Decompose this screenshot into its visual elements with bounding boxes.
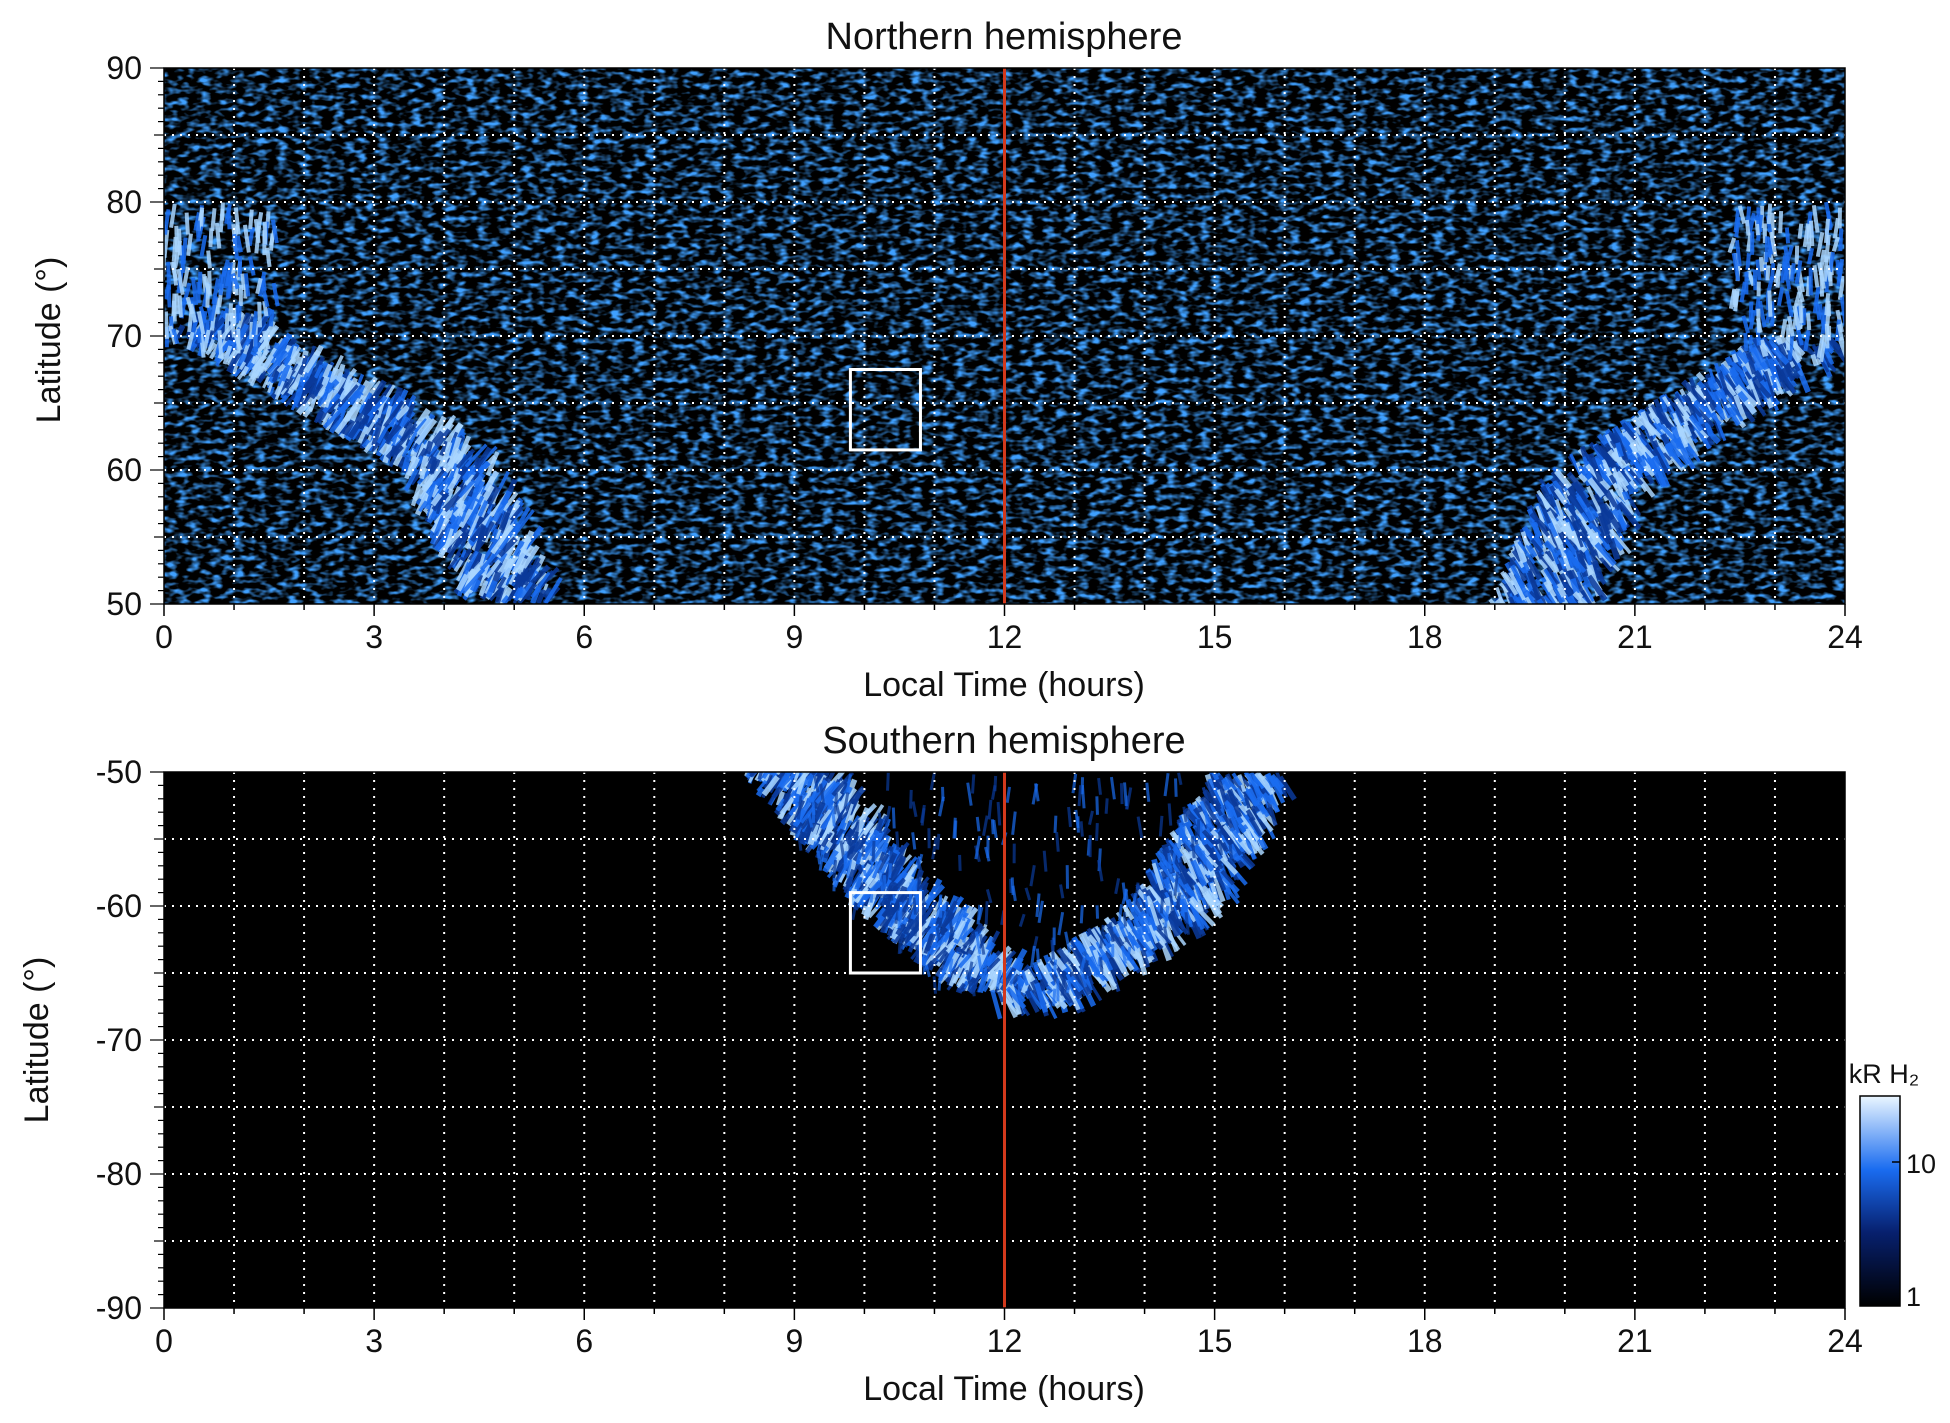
- north-ylabel: Latitude (°): [30, 257, 68, 424]
- colorbar-tick-label-1: 1: [1906, 1282, 1921, 1312]
- north-xtick-label: 21: [1617, 619, 1653, 655]
- south-xtick-label: 15: [1197, 1323, 1233, 1359]
- south-xtick-label: 0: [155, 1323, 173, 1359]
- south-axes: 0 3 6 9 12 15 18 21 24 -90 -80 -70 -60 -50: [96, 754, 1863, 1359]
- north-xlabel: Local Time (hours): [863, 666, 1145, 704]
- north-annotation-box: [848, 368, 922, 452]
- north-ytick-label: 60: [106, 452, 142, 488]
- north-xtick-label: 3: [365, 619, 383, 655]
- north-ytick-label: 50: [106, 586, 142, 622]
- panel-north: Northern hemisphere 0 3 6 9 12 15 18 21 24 50 60 70…: [30, 16, 1863, 704]
- south-xlabel: Local Time (hours): [863, 1370, 1145, 1408]
- south-xtick-label: 24: [1827, 1323, 1863, 1359]
- south-xtick-label: 6: [575, 1323, 593, 1359]
- south-xtick-label: 21: [1617, 1323, 1653, 1359]
- south-xtick-label: 18: [1407, 1323, 1443, 1359]
- south-xtick-label: 3: [365, 1323, 383, 1359]
- south-aurora-band: [744, 772, 1297, 1020]
- colorbar: kR H₂ 10 1: [1849, 1059, 1936, 1312]
- south-xtick-label: 9: [785, 1323, 803, 1359]
- north-xtick-label: 6: [575, 619, 593, 655]
- south-annotation-box: [848, 891, 922, 975]
- south-xtick-label: 12: [987, 1323, 1023, 1359]
- south-ytick-label: -60: [96, 888, 142, 924]
- colorbar-gradient: [1859, 1095, 1901, 1307]
- south-ytick-label: -70: [96, 1022, 142, 1058]
- panel-south: Southern hemisphere 0 3 6 9 12 15 18 21 24 -90 -80…: [18, 720, 1863, 1408]
- south-ytick-label: -80: [96, 1156, 142, 1192]
- north-xtick-label: 15: [1197, 619, 1233, 655]
- south-ytick-label: -90: [96, 1290, 142, 1326]
- north-ytick-label: 70: [106, 318, 142, 354]
- north-xtick-label: 12: [987, 619, 1023, 655]
- south-title: Southern hemisphere: [822, 720, 1185, 762]
- north-xtick-label: 9: [785, 619, 803, 655]
- north-xtick-label: 18: [1407, 619, 1443, 655]
- north-ytick-label: 80: [106, 184, 142, 220]
- north-ytick-label: 90: [106, 50, 142, 86]
- north-xtick-label: 0: [155, 619, 173, 655]
- north-title: Northern hemisphere: [826, 16, 1183, 58]
- colorbar-label: kR H₂: [1849, 1059, 1919, 1089]
- north-xtick-label: 24: [1827, 619, 1863, 655]
- south-ytick-label: -50: [96, 754, 142, 790]
- colorbar-tick-label-10: 10: [1906, 1149, 1936, 1179]
- north-axes: 0 3 6 9 12 15 18 21 24 50 60 70 80 90: [106, 50, 1862, 655]
- south-ylabel: Latitude (°): [18, 957, 56, 1124]
